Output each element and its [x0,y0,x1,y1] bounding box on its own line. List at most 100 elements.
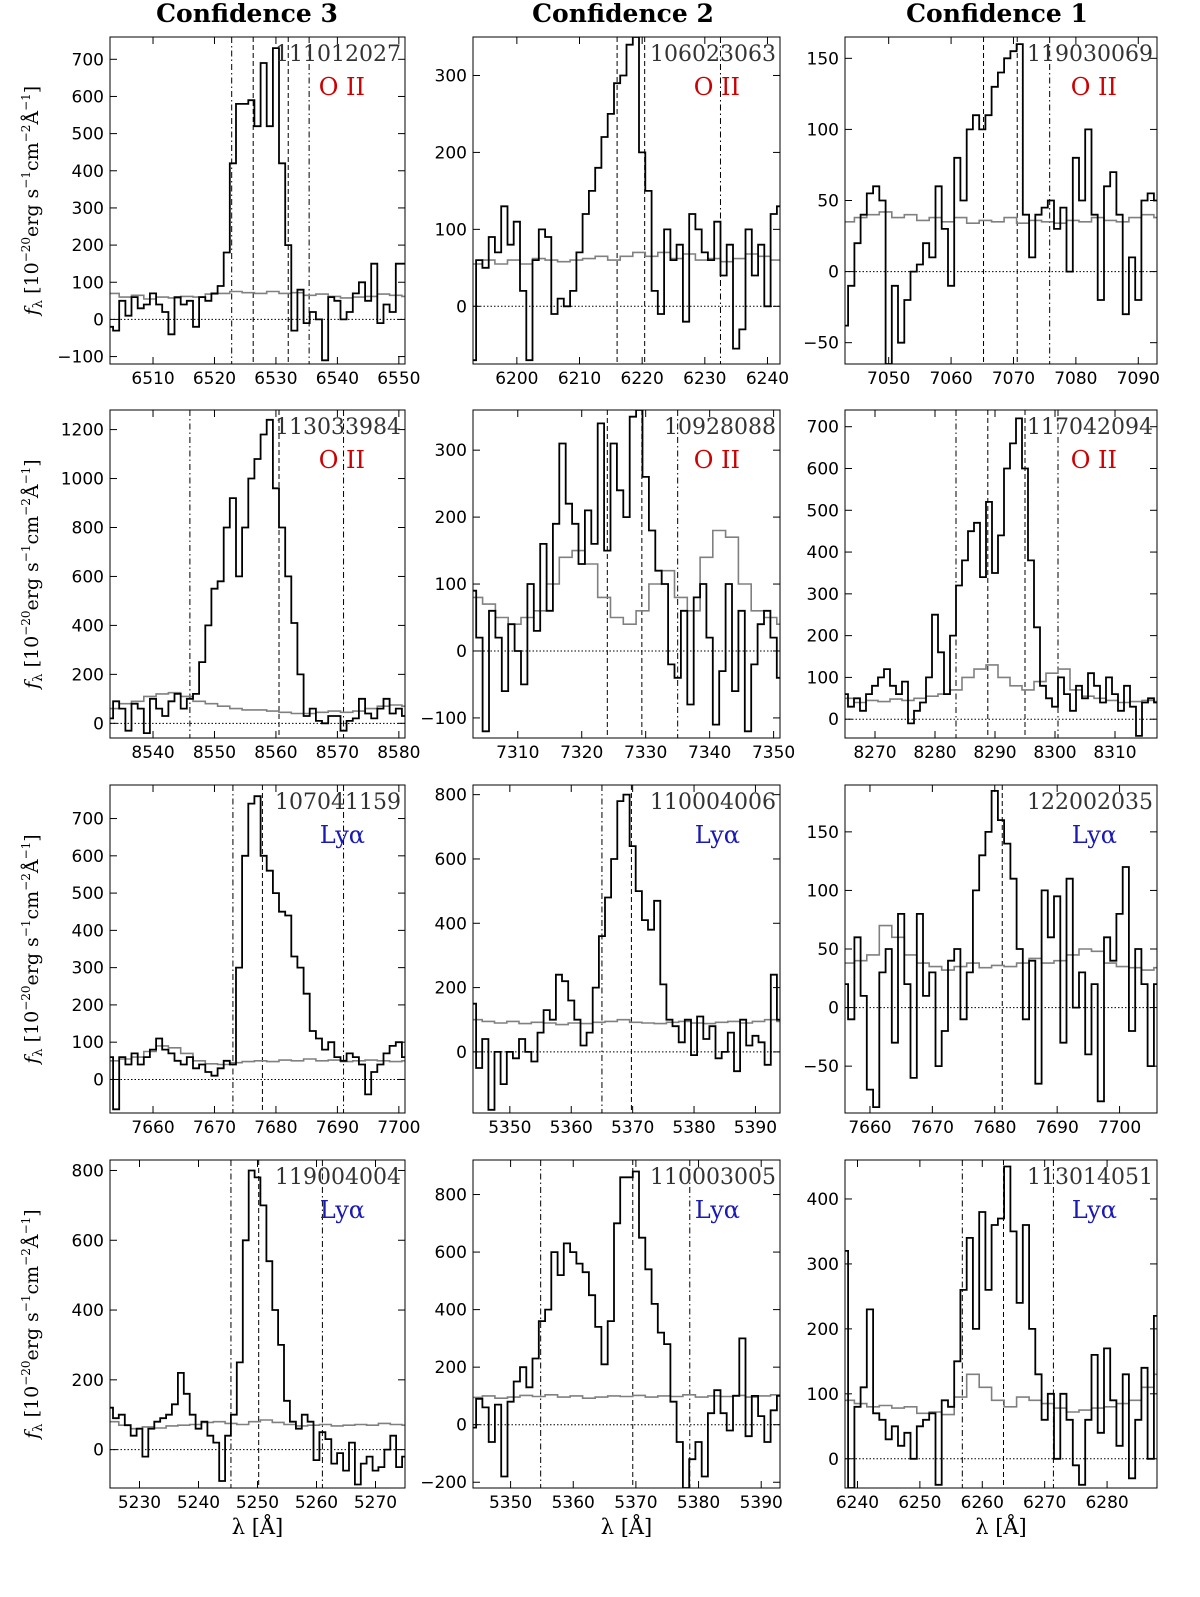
x-tick-label: 5270 [354,1493,397,1513]
y-tick-label: 400 [435,914,467,934]
x-axis-label: λ [Å] [601,1514,653,1539]
y-tick-label: 0 [828,999,839,1019]
emission-line-label: Lyα [320,821,365,849]
y-axis-label-part-3: −20 [19,237,33,262]
y-tick-label: 600 [72,847,104,867]
x-tick-label: 5370 [611,1118,654,1138]
y-axis-label-part-8: Å [21,484,43,499]
y-axis-label-part-0: f [21,1429,43,1441]
x-tick-label: 7670 [911,1118,954,1138]
plot-area [845,37,1157,364]
x-tick-label: 5230 [118,1493,161,1513]
flux-spectrum [110,1169,405,1486]
y-axis-label-part-5: −1 [19,1294,33,1312]
spectrum-panel-113033984: 8540 8550 8560 8570 8580 0 200 400 600 800 1000 120… [19,409,420,763]
y-axis-label-part-10: ] [21,459,43,466]
y-tick-label: 200 [72,236,104,256]
spectrum-panel-10928088: 7310 7320 7330 7340 7350 −100 0 100 200 300 109280… [420,409,795,763]
y-tick-label: 100 [435,220,467,240]
x-tick-label: 8300 [1033,743,1076,763]
y-axis-label: fλ [10−20erg s−1cm−2Å−1] [19,86,46,317]
plot-area [110,785,405,1113]
object-id-label: 122002035 [1027,790,1153,815]
y-axis-label-part-3: −20 [19,1360,33,1385]
x-tick-label: 5370 [614,1493,657,1513]
y-axis-label-part-3: −20 [19,610,33,635]
emission-line-label: Lyα [1072,1196,1117,1224]
x-tick-label: 7330 [624,743,667,763]
panel-frame [472,36,781,365]
x-tick-label: 7090 [1117,369,1160,389]
y-axis-label-part-9: −1 [19,842,33,860]
flux-spectrum [473,410,780,733]
flux-spectrum [473,793,780,1111]
x-tick-label: 5360 [550,1118,593,1138]
plot-area [473,37,780,364]
y-tick-label: 600 [72,1231,104,1251]
y-axis-label-part-10: ] [21,834,43,841]
y-axis-label-part-9: −1 [19,467,33,485]
y-tick-label: 100 [807,668,839,688]
x-tick-label: 8570 [316,743,359,763]
x-tick-label: 5380 [672,1118,715,1138]
plot-area [110,410,405,738]
noise-spectrum [473,1394,780,1399]
y-tick-label: 300 [435,441,467,461]
noise-spectrum [110,1045,405,1066]
x-tick-label: 8560 [254,743,297,763]
y-axis-label-part-1: λ [31,300,46,308]
y-tick-label: 200 [435,1358,467,1378]
flux-spectrum [110,418,405,734]
x-tick-label: 8290 [973,743,1016,763]
panel-frame [844,1159,1158,1489]
flux-spectrum [845,43,1157,364]
y-axis-label-part-9: −1 [19,1217,33,1235]
plot-area [110,1160,405,1488]
y-tick-label: 200 [72,1371,104,1391]
spectrum-panel-113014051: 6240 6250 6260 6270 6280 0 100 200 300 400 1130140… [807,1159,1158,1539]
y-tick-label: −100 [420,709,467,729]
y-axis-label-part-2: [10 [21,262,43,300]
y-tick-label: 800 [435,786,467,806]
y-tick-label: 50 [817,940,839,960]
x-axis-label: λ [Å] [232,1514,284,1539]
y-axis-label-part-1: λ [31,673,46,681]
emission-line-label: O II [694,446,740,474]
x-tick-label: 5260 [295,1493,338,1513]
flux-spectrum [473,37,780,362]
spectrum-panel-119030069: 7050 7060 7070 7080 7090 −50 0 50 100 150 11903006… [803,36,1160,389]
noise-spectrum [110,290,405,300]
x-tick-label: 6220 [621,369,664,389]
y-tick-label: 1200 [61,421,104,441]
x-tick-label: 7670 [193,1118,236,1138]
y-tick-label: 400 [72,162,104,182]
x-tick-label: 6280 [1085,1493,1128,1513]
noise-spectrum [473,529,780,625]
object-id-label: 111012027 [275,42,401,67]
object-id-label: 113014051 [1027,1165,1153,1190]
x-tick-label: 5380 [677,1493,720,1513]
y-axis-label: fλ [10−20erg s−1cm−2Å−1] [19,834,46,1065]
y-tick-label: 600 [435,1243,467,1263]
spectrum-panel-111012027: 6510 6520 6530 6540 6550 −100 0 100 200 300 400 500… [19,36,420,389]
y-tick-label: 500 [72,884,104,904]
y-tick-label: 150 [807,823,839,843]
y-axis-label-part-0: f [21,679,43,691]
x-tick-label: 7320 [560,743,603,763]
emission-line-label: Lyα [695,1196,740,1224]
y-tick-label: 300 [72,959,104,979]
noise-spectrum [845,924,1157,971]
panel-frame [472,1159,781,1489]
x-tick-label: 6210 [558,369,601,389]
y-tick-label: 700 [72,50,104,70]
x-tick-label: 7680 [254,1118,297,1138]
emission-line-label: Lyα [1072,821,1117,849]
x-tick-label: 6200 [495,369,538,389]
panel-grid: 6510 6520 6530 6540 6550−1000100200300400500… [19,36,1160,1539]
y-axis-label-part-0: f [21,305,43,317]
spectrum-panel-119004004: 5230 5240 5250 5260 5270 0 200 400 600 800 1190040… [19,1159,406,1539]
emission-line-label: O II [1071,446,1117,474]
object-id-label: 10928088 [664,415,776,440]
y-axis-label-part-10: ] [21,86,43,93]
y-tick-label: 300 [807,1255,839,1275]
